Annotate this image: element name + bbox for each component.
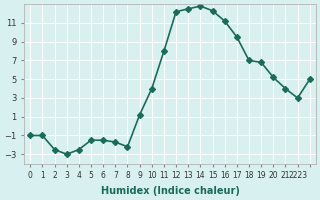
X-axis label: Humidex (Indice chaleur): Humidex (Indice chaleur) <box>100 186 239 196</box>
